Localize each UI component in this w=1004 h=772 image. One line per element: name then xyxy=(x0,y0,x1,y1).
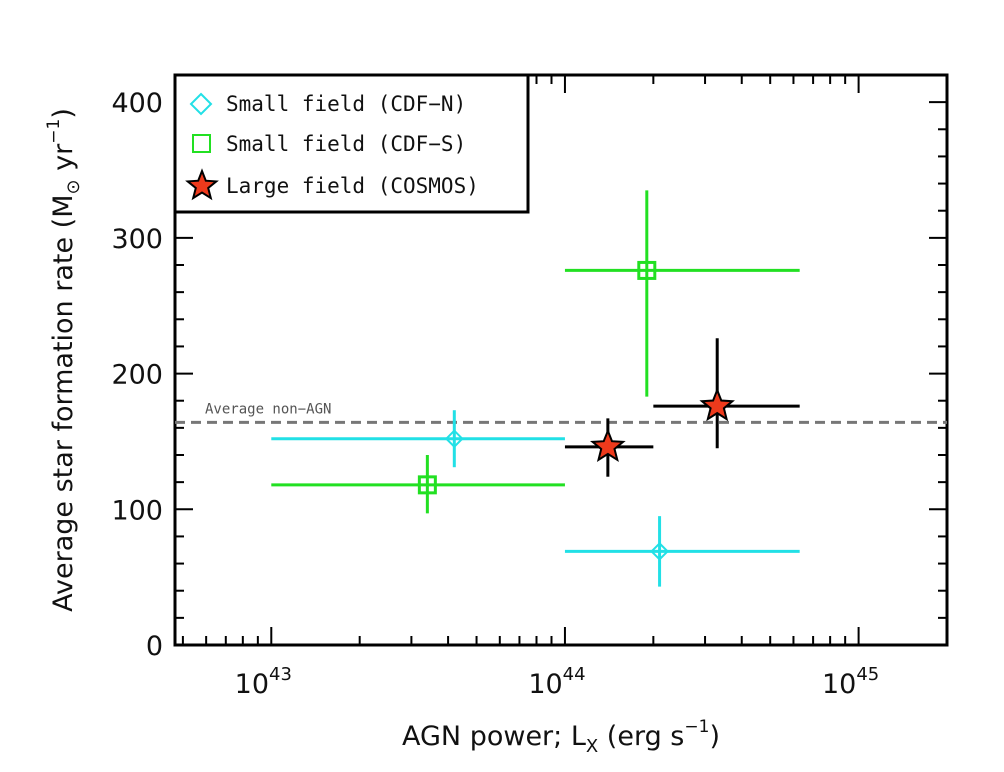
data-point-group xyxy=(564,418,654,477)
reference-line-label: Average non−AGN xyxy=(205,401,331,417)
legend-entry-cosmos: Large field (COSMOS) xyxy=(185,168,479,201)
legend-square-icon xyxy=(192,134,211,153)
legend-star-icon xyxy=(185,168,219,201)
y-axis-title: Average star formation rate (M⊙ yr−1) xyxy=(44,108,84,612)
data-point-diamond xyxy=(444,429,464,449)
y-tick-label: 200 xyxy=(111,360,163,391)
data-point-star xyxy=(590,428,626,462)
legend-entry-cdfn: Small field (CDF−N) xyxy=(189,92,466,116)
y-tick-label: 300 xyxy=(111,224,163,255)
data-point-diamond xyxy=(650,541,669,561)
x-tick-label: 1044 xyxy=(528,664,585,700)
x-axis-title: AGN power; LX (erg s−1) xyxy=(402,717,720,757)
data-point-star xyxy=(699,387,735,422)
data-point-square xyxy=(637,260,657,280)
data-point-group xyxy=(271,455,565,514)
legend: Small field (CDF−N) Small field (CDF−S) … xyxy=(173,73,530,214)
data-point-group xyxy=(564,190,800,397)
x-tick-label: 1043 xyxy=(235,664,292,700)
y-tick-label: 100 xyxy=(111,495,163,526)
legend-diamond-icon xyxy=(189,92,213,116)
plot-frame xyxy=(173,73,949,647)
legend-label-cosmos: Large field (COSMOS) xyxy=(226,174,479,198)
x-tick-label: 1045 xyxy=(822,664,879,700)
data-layer xyxy=(271,190,800,587)
data-point-group xyxy=(564,516,800,587)
tick-layer: 0 100 200 300 400 1043 1044 1045 xyxy=(111,74,948,700)
data-point-square xyxy=(417,475,437,495)
y-tick-label: 0 xyxy=(146,631,163,662)
y-tick-label: 400 xyxy=(111,88,163,119)
reference-layer: Average non−AGN xyxy=(175,401,947,424)
legend-label-cdfn: Small field (CDF−N) xyxy=(226,92,466,116)
legend-box xyxy=(173,73,530,214)
legend-entry-cdfs: Small field (CDF−S) xyxy=(192,132,466,156)
data-point-group xyxy=(653,338,800,449)
legend-label-cdfs: Small field (CDF−S) xyxy=(226,132,466,156)
data-point-group xyxy=(271,410,565,468)
